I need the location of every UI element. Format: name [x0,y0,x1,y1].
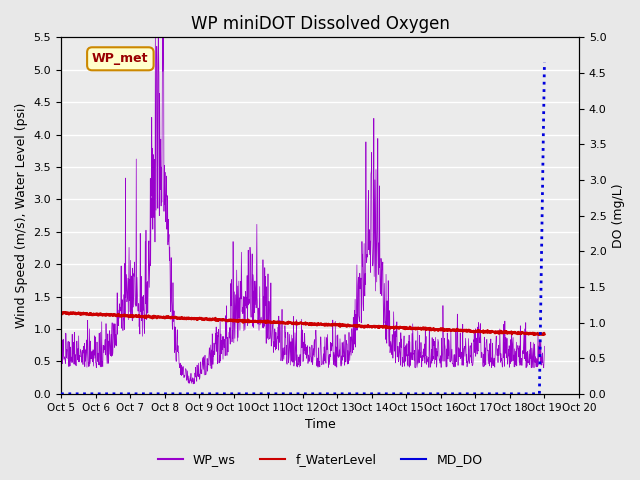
Y-axis label: DO (mg/L): DO (mg/L) [612,183,625,248]
Legend: WP_ws, f_WaterLevel, MD_DO: WP_ws, f_WaterLevel, MD_DO [152,448,488,471]
Title: WP miniDOT Dissolved Oxygen: WP miniDOT Dissolved Oxygen [191,15,449,33]
Y-axis label: Wind Speed (m/s), Water Level (psi): Wind Speed (m/s), Water Level (psi) [15,103,28,328]
X-axis label: Time: Time [305,419,335,432]
Text: WP_met: WP_met [92,52,148,65]
